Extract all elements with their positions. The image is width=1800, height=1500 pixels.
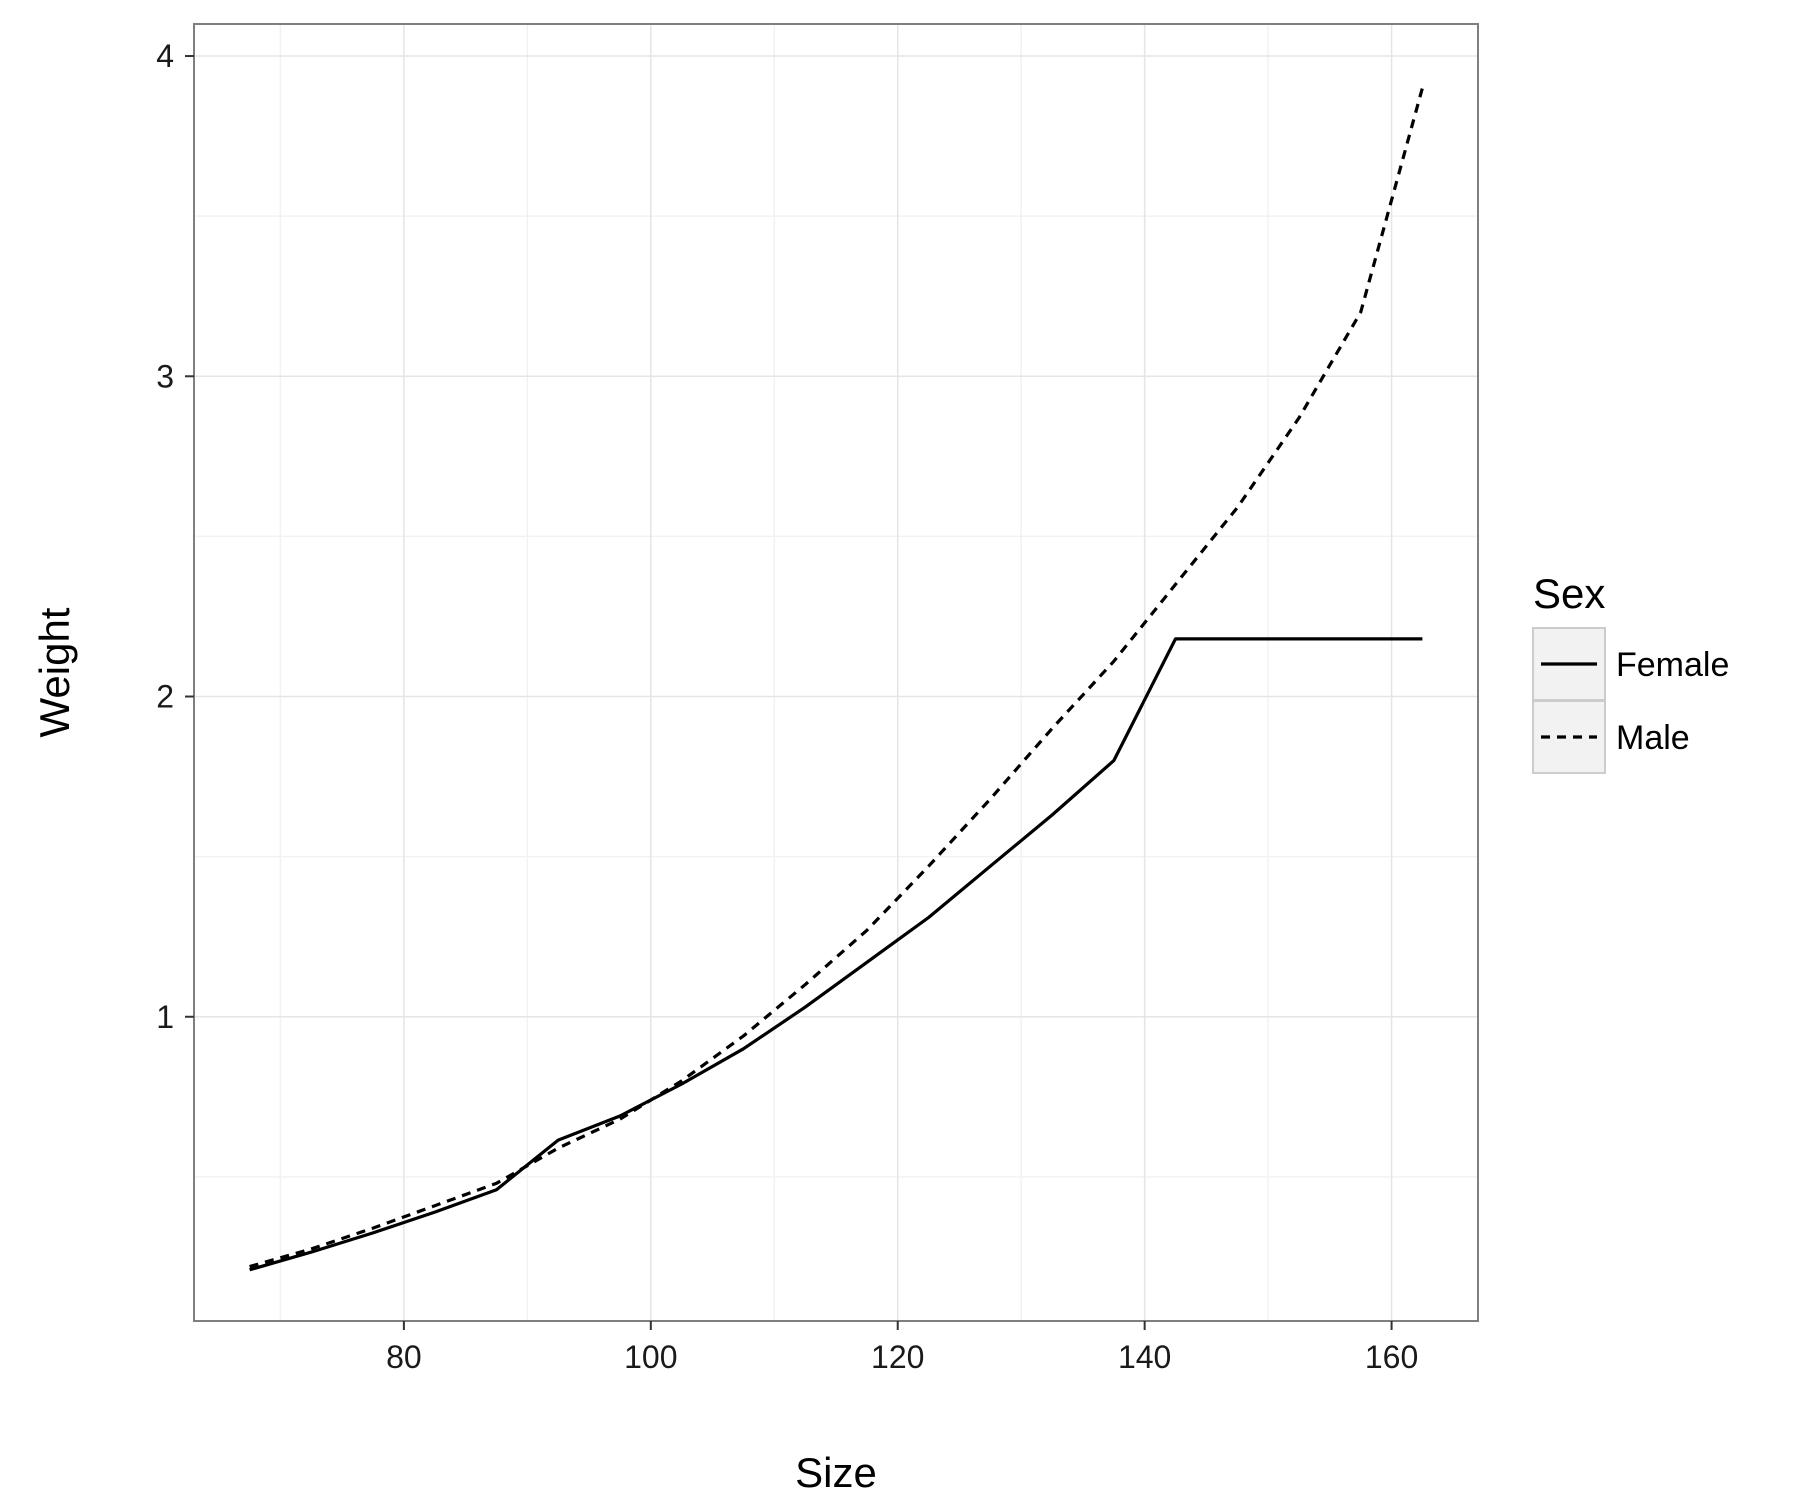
y-tick-label: 4 (156, 38, 174, 74)
major-gridlines (194, 24, 1478, 1321)
y-tick-label: 2 (156, 679, 174, 715)
y-axis-title: Weight (31, 607, 78, 737)
x-axis-title: Size (795, 1449, 877, 1496)
legend-label-female: Female (1616, 646, 1729, 684)
y-tick-label: 1 (156, 999, 174, 1035)
minor-gridlines (194, 24, 1478, 1321)
plot-panel-border (193, 23, 1479, 1322)
x-tick-label: 80 (386, 1339, 422, 1375)
legend: Sex Female Male (1532, 570, 1729, 774)
x-axis: 80 100 120 140 160 (386, 1321, 1418, 1375)
y-axis: 1 2 3 4 (156, 38, 194, 1035)
legend-label-male: Male (1616, 719, 1690, 757)
x-tick-label: 160 (1365, 1339, 1418, 1375)
series-line-female (249, 637, 1423, 1272)
legend-title: Sex (1533, 570, 1605, 617)
y-tick-label: 3 (156, 358, 174, 394)
x-tick-label: 100 (624, 1339, 677, 1375)
x-tick-label: 120 (871, 1339, 924, 1375)
x-tick-label: 140 (1118, 1339, 1171, 1375)
legend-items: Female Male (1532, 627, 1729, 774)
series-layer (249, 87, 1424, 1272)
